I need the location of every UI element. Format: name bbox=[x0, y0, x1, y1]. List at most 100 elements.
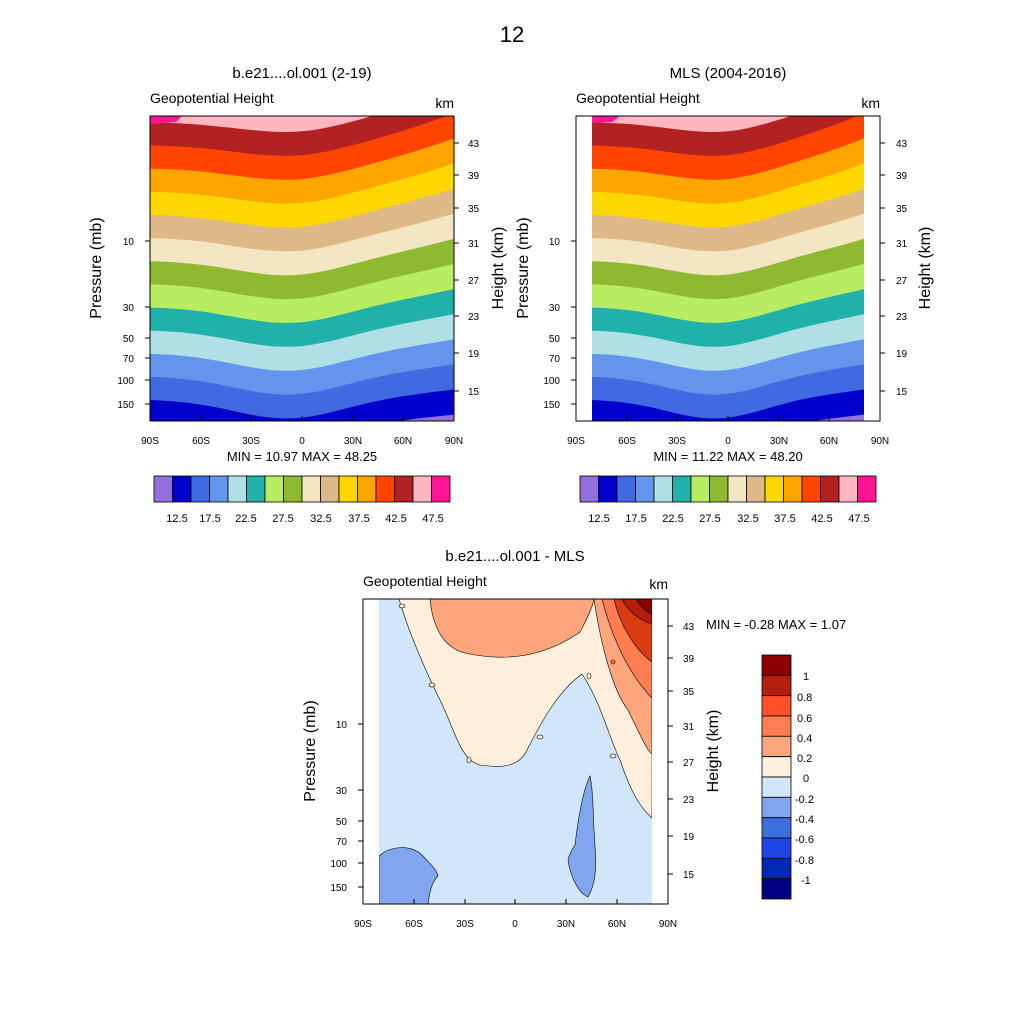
colorbar-swatch bbox=[283, 475, 303, 503]
colorbar: 12.5 17.5 22.5 27.5 32.5 37.5 42.5 47.5 bbox=[153, 475, 451, 525]
x-axis: 90S 60S 30S 0 30N 60N 90N bbox=[141, 416, 463, 447]
y-axis-title: Pressure (mb) bbox=[88, 217, 105, 318]
x-tick-label: 60N bbox=[820, 436, 838, 447]
contour-band-max bbox=[150, 116, 182, 124]
colorbar-swatch bbox=[579, 475, 599, 503]
colorbar-label: 27.5 bbox=[272, 513, 293, 525]
contour-band-1 bbox=[592, 389, 864, 421]
colorbar-label: 32.5 bbox=[310, 513, 331, 525]
colorbar-swatch bbox=[857, 475, 877, 503]
y2-tick-label: 31 bbox=[683, 722, 695, 733]
y-tick-label: 150 bbox=[117, 400, 134, 411]
x-tick-label: 0 bbox=[299, 436, 305, 447]
x-tick-label: 90N bbox=[871, 436, 889, 447]
x-tick-label: 60S bbox=[405, 919, 423, 930]
y2-tick-label: 15 bbox=[896, 387, 908, 398]
colorbar-label: 47.5 bbox=[422, 513, 443, 525]
y2-tick-label: 23 bbox=[683, 795, 695, 806]
y-tick-label: 10 bbox=[123, 237, 135, 248]
colorbar-swatch bbox=[394, 475, 414, 503]
colorbar-swatch bbox=[746, 475, 766, 503]
y2-tick-label: 39 bbox=[468, 171, 480, 182]
y2-tick-label: 31 bbox=[468, 239, 480, 250]
colorbar-label: 17.5 bbox=[625, 513, 646, 525]
y2-tick-label: 15 bbox=[468, 387, 480, 398]
units-label: km bbox=[435, 95, 454, 111]
units-label: km bbox=[861, 95, 880, 111]
x-tick-label: 90S bbox=[141, 436, 159, 447]
colorbar-label: -0.2 bbox=[795, 794, 814, 806]
y2-tick-label: 27 bbox=[683, 758, 695, 769]
colorbar-swatch bbox=[635, 475, 655, 503]
colorbar-swatch bbox=[727, 475, 747, 503]
colorbar-label: 12.5 bbox=[166, 513, 187, 525]
colorbar-swatch bbox=[412, 475, 432, 503]
contour-level-0 bbox=[398, 599, 653, 819]
missing-data-right bbox=[652, 599, 668, 904]
y2-tick-label: 27 bbox=[896, 276, 908, 287]
contour-band-max bbox=[592, 116, 620, 123]
missing-data-right bbox=[864, 116, 880, 421]
contour-band-0 bbox=[399, 414, 454, 421]
colorbar-label: 32.5 bbox=[737, 513, 758, 525]
x-tick-label: 30N bbox=[770, 436, 788, 447]
x-tick-label: 30N bbox=[344, 436, 362, 447]
y-tick-label: 100 bbox=[543, 376, 560, 387]
panel-observations: MLS (2004-2016) Geopotential Height km 9… bbox=[515, 65, 934, 525]
contour-small-cell bbox=[398, 603, 406, 609]
colorbar-swatch bbox=[761, 857, 792, 879]
x-tick-label: 60S bbox=[618, 436, 636, 447]
missing-data-left bbox=[576, 116, 592, 421]
colorbar-label: 37.5 bbox=[348, 513, 369, 525]
y2-tick-label: 39 bbox=[683, 654, 695, 665]
y-tick-label: 10 bbox=[549, 237, 561, 248]
y2-axis-title: Height (km) bbox=[490, 227, 507, 310]
colorbar-label: 42.5 bbox=[385, 513, 406, 525]
contour-bands bbox=[592, 116, 864, 421]
x-tick-label: 0 bbox=[512, 919, 518, 930]
y2-tick-label: 39 bbox=[896, 171, 908, 182]
contour-small-cell bbox=[536, 734, 544, 740]
x-tick-label: 60S bbox=[192, 436, 210, 447]
colorbar-swatch bbox=[209, 475, 229, 503]
min-max-label: MIN = -0.28 MAX = 1.07 bbox=[706, 617, 846, 632]
colorbar-label: 42.5 bbox=[811, 513, 832, 525]
page-number: 12 bbox=[500, 22, 524, 47]
colorbar-swatch bbox=[375, 475, 395, 503]
y2-tick-label: 35 bbox=[896, 204, 908, 215]
colorbar-swatch bbox=[190, 475, 210, 503]
y-tick-label: 70 bbox=[336, 837, 348, 848]
y-tick-label: 100 bbox=[117, 376, 134, 387]
colorbar-swatch bbox=[672, 475, 692, 503]
y2-axis-title: Height (km) bbox=[917, 227, 934, 310]
colorbar: 1 0.8 0.6 0.4 0.2 0 -0.2 -0.4 -0.6 -0.8 … bbox=[761, 654, 814, 900]
y-tick-label: 50 bbox=[123, 334, 135, 345]
y-tick-label: 70 bbox=[549, 354, 561, 365]
colorbar-swatch bbox=[616, 475, 636, 503]
missing-data-left bbox=[363, 599, 379, 904]
y2-tick-label: 19 bbox=[468, 349, 480, 360]
min-max-label: MIN = 10.97 MAX = 48.25 bbox=[227, 449, 377, 464]
contour-band-0 bbox=[815, 414, 864, 421]
colorbar-swatch bbox=[227, 475, 247, 503]
colorbar-swatch bbox=[761, 796, 792, 818]
colorbar-swatch bbox=[761, 878, 792, 900]
y2-tick-label: 23 bbox=[468, 312, 480, 323]
colorbar-label: 17.5 bbox=[199, 513, 220, 525]
colorbar-swatch bbox=[820, 475, 840, 503]
colorbar-swatch bbox=[320, 475, 340, 503]
colorbar-swatch bbox=[761, 837, 792, 859]
colorbar-label: -0.6 bbox=[795, 834, 814, 846]
contour-fill bbox=[363, 599, 668, 904]
colorbar-swatches bbox=[153, 475, 451, 503]
contour-fill bbox=[576, 116, 880, 421]
colorbar-swatch bbox=[761, 695, 792, 717]
colorbar-label: 1 bbox=[803, 671, 809, 683]
y-tick-label: 30 bbox=[549, 303, 561, 314]
y-tick-label: 30 bbox=[123, 303, 135, 314]
y2-tick-label: 35 bbox=[468, 204, 480, 215]
y2-tick-label: 43 bbox=[683, 622, 695, 633]
colorbar-label: 12.5 bbox=[588, 513, 609, 525]
colorbar-swatch bbox=[690, 475, 710, 503]
